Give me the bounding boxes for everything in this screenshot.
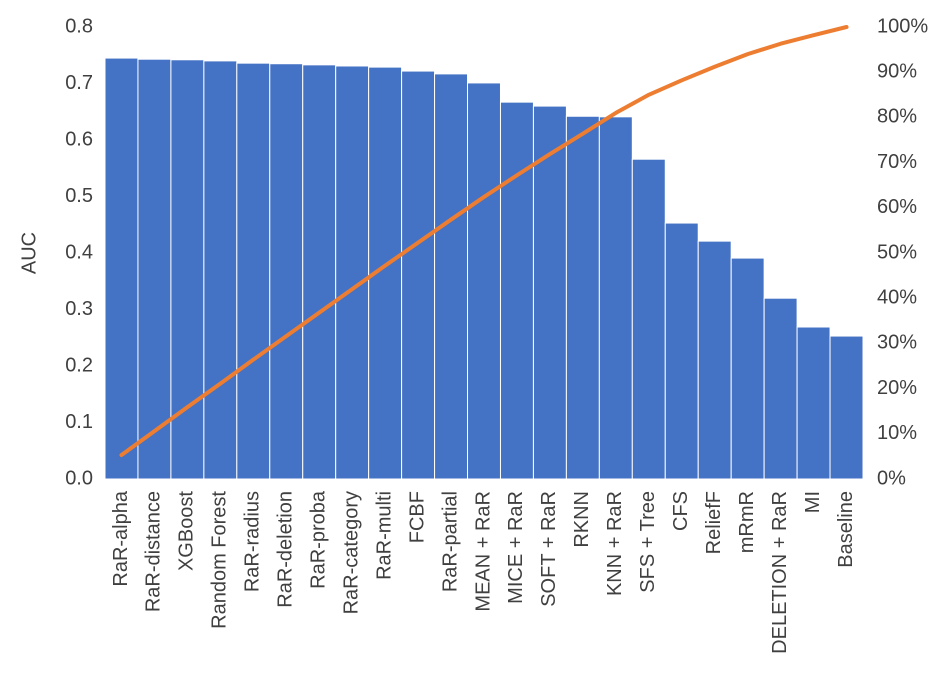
bar [763,297,798,480]
bar [434,73,469,480]
y2-tick-label: 20% [877,377,917,399]
bar [598,116,633,480]
y2-tick-label: 40% [877,286,917,308]
bar [236,62,271,480]
y-tick-label: 0.3 [65,298,93,320]
x-tick-label: DELETION + RaR [769,491,791,654]
x-tick-label: CFS [670,491,692,531]
x-tick-label: RaR-proba [307,490,329,589]
y2-tick-label: 30% [877,332,917,354]
y-tick-label: 0.2 [65,354,93,376]
bar [664,222,699,480]
x-tick-label: MEAN + RaR [472,491,494,612]
y-tick-label: 0.8 [65,15,93,37]
bar [335,65,370,480]
y2-tick-label: 100% [877,15,928,37]
bar [796,326,831,480]
y-tick-label: 0.1 [65,411,93,433]
x-tick-label: Random Forest [209,491,231,629]
y2-tick-label: 70% [877,151,917,173]
y2-tick-label: 90% [877,60,917,82]
x-tick-label: mRmR [736,491,758,553]
y2-tick-label: 50% [877,241,917,263]
x-tick-label: RaR-alpha [110,490,132,586]
x-tick-label: FCBF [406,491,428,543]
bar [467,82,501,480]
y2-tick-label: 10% [877,422,917,444]
bar [730,257,765,480]
x-tick-label: Baseline [835,491,857,568]
bar [269,63,304,480]
bar [302,64,337,480]
bar [565,115,600,480]
y2-tick-label: 80% [877,106,917,128]
bar [631,158,666,480]
x-tick-label: RaR-partial [439,491,461,592]
x-tick-label: SOFT + RaR [538,491,560,607]
x-tick-label: SFS + Tree [637,491,659,593]
y2-tick-label: 0% [877,467,906,489]
x-tick-label: RaR-distance [143,491,165,612]
x-tick-label: RaR-deletion [275,491,297,608]
y-tick-label: 0.4 [65,241,93,263]
y-tick-label: 0.5 [65,185,93,207]
x-tick-label: RaR-radius [242,491,264,592]
x-tick-label: RaR-multi [373,491,395,580]
bar [137,58,172,480]
bar [532,105,567,480]
y-tick-label: 0.7 [65,72,93,94]
x-tick-label: RaR-category [340,491,362,614]
pareto-line [119,25,849,458]
x-tick-label: RKNN [571,491,593,548]
x-tick-label: MICE + RaR [505,491,527,604]
bar [499,101,534,480]
y-tick-label: 0.6 [65,128,93,150]
y-tick-label: 0.0 [65,467,93,489]
y-axis-title: AUC [18,232,40,274]
x-tick-label: KNN + RaR [604,491,626,596]
bar [401,70,436,480]
bar [203,60,238,480]
x-tick-label: MI [802,491,824,513]
x-tick-label: XGBoost [176,491,198,571]
x-tick-label: ReliefF [703,491,725,554]
y2-tick-label: 60% [877,196,917,218]
bar [104,57,139,480]
bar [829,335,864,480]
bar [697,240,732,480]
